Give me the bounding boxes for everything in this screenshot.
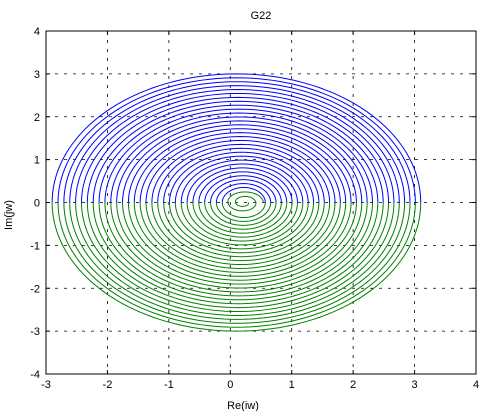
series-line-upper-16 bbox=[145, 136, 336, 203]
series-line-upper-19 bbox=[163, 147, 320, 203]
series-line-lower-7 bbox=[92, 202, 384, 305]
series-line-upper-10 bbox=[110, 112, 368, 203]
y-tick-label: 1 bbox=[34, 155, 40, 167]
series-line-lower-19 bbox=[163, 202, 320, 258]
series-line-upper-25 bbox=[198, 171, 288, 203]
series-line-lower-5 bbox=[80, 202, 395, 313]
series-line-upper-22 bbox=[180, 159, 304, 203]
series-line-upper-2 bbox=[63, 81, 411, 203]
series-line-lower-6 bbox=[86, 202, 390, 309]
x-tick-label: 2 bbox=[350, 379, 356, 391]
series-line-lower-17 bbox=[151, 202, 331, 266]
x-axis-label: Re(iw) bbox=[227, 400, 259, 411]
x-tick-label: 4 bbox=[473, 379, 479, 391]
series-line-upper-14 bbox=[133, 128, 347, 203]
series-line-upper-27 bbox=[210, 179, 277, 203]
series-line-upper-0 bbox=[51, 73, 422, 203]
series-line-lower-10 bbox=[110, 202, 368, 293]
x-tick-label: 3 bbox=[412, 379, 418, 391]
y-axis-label: Im(jw) bbox=[3, 200, 15, 230]
series-line-upper-7 bbox=[92, 100, 384, 203]
x-tick-label: 0 bbox=[227, 379, 233, 391]
x-tick-label: -2 bbox=[103, 379, 113, 391]
series-line-lower-29 bbox=[221, 202, 266, 219]
series-line-lower-13 bbox=[127, 202, 352, 281]
series-line-lower-15 bbox=[139, 202, 341, 273]
series-line-lower-28 bbox=[215, 202, 272, 222]
series-line-upper-17 bbox=[151, 139, 331, 203]
series-line-lower-21 bbox=[174, 202, 309, 250]
series-line-lower-4 bbox=[75, 202, 400, 316]
series-line-lower-1 bbox=[57, 202, 416, 328]
series-line-lower-0 bbox=[51, 202, 422, 332]
x-tick-label: -3 bbox=[41, 379, 51, 391]
x-tick-label: 1 bbox=[289, 379, 295, 391]
series-line-upper-18 bbox=[157, 143, 325, 203]
series-line-upper-24 bbox=[192, 167, 293, 203]
y-tick-label: 2 bbox=[34, 112, 40, 124]
series-line-upper-29 bbox=[221, 186, 266, 203]
series-line-lower-12 bbox=[122, 202, 357, 285]
y-tick-label: 3 bbox=[34, 69, 40, 81]
series-line-upper-4 bbox=[75, 89, 400, 203]
series-line-inner-spiral bbox=[227, 191, 264, 212]
series-line-lower-23 bbox=[186, 202, 298, 242]
series-line-upper-13 bbox=[127, 124, 352, 203]
series-line-upper-6 bbox=[86, 96, 390, 203]
series-line-upper-5 bbox=[80, 92, 395, 203]
series-line-upper-9 bbox=[104, 108, 373, 203]
series-line-lower-8 bbox=[98, 202, 379, 301]
series-line-upper-21 bbox=[174, 155, 309, 203]
series-line-lower-27 bbox=[210, 202, 277, 226]
series-line-lower-2 bbox=[63, 202, 411, 324]
series-line-lower-11 bbox=[116, 202, 363, 289]
y-tick-label: -1 bbox=[30, 240, 40, 252]
series-line-lower-14 bbox=[133, 202, 347, 277]
series-line-lower-22 bbox=[180, 202, 304, 246]
y-tick-label: -3 bbox=[30, 326, 40, 338]
y-tick-label: 0 bbox=[34, 198, 40, 210]
series-line-lower-18 bbox=[157, 202, 325, 262]
series-line-upper-11 bbox=[116, 116, 363, 203]
x-tick-label: -1 bbox=[164, 379, 174, 391]
series-line-upper-26 bbox=[204, 175, 282, 203]
series-line-upper-1 bbox=[57, 77, 416, 203]
series-line-upper-28 bbox=[215, 183, 272, 203]
y-tick-label: -2 bbox=[30, 283, 40, 295]
series-line-lower-16 bbox=[145, 202, 336, 269]
series-line-upper-15 bbox=[139, 132, 341, 203]
chart-title: G22 bbox=[251, 10, 272, 22]
series-line-upper-3 bbox=[69, 85, 406, 203]
series-line-lower-3 bbox=[69, 202, 406, 320]
series-line-upper-20 bbox=[168, 151, 315, 203]
series-line-lower-24 bbox=[192, 202, 293, 238]
series-line-lower-26 bbox=[204, 202, 282, 230]
series-line-upper-12 bbox=[122, 120, 357, 203]
series-line-upper-23 bbox=[186, 163, 298, 203]
series-line-lower-25 bbox=[198, 202, 288, 234]
series-line-upper-8 bbox=[98, 104, 379, 203]
series-line-lower-20 bbox=[168, 202, 315, 254]
series-line-lower-9 bbox=[104, 202, 373, 297]
y-tick-label: -4 bbox=[30, 369, 40, 381]
y-tick-label: 4 bbox=[34, 26, 40, 38]
curve-layer bbox=[51, 73, 422, 332]
